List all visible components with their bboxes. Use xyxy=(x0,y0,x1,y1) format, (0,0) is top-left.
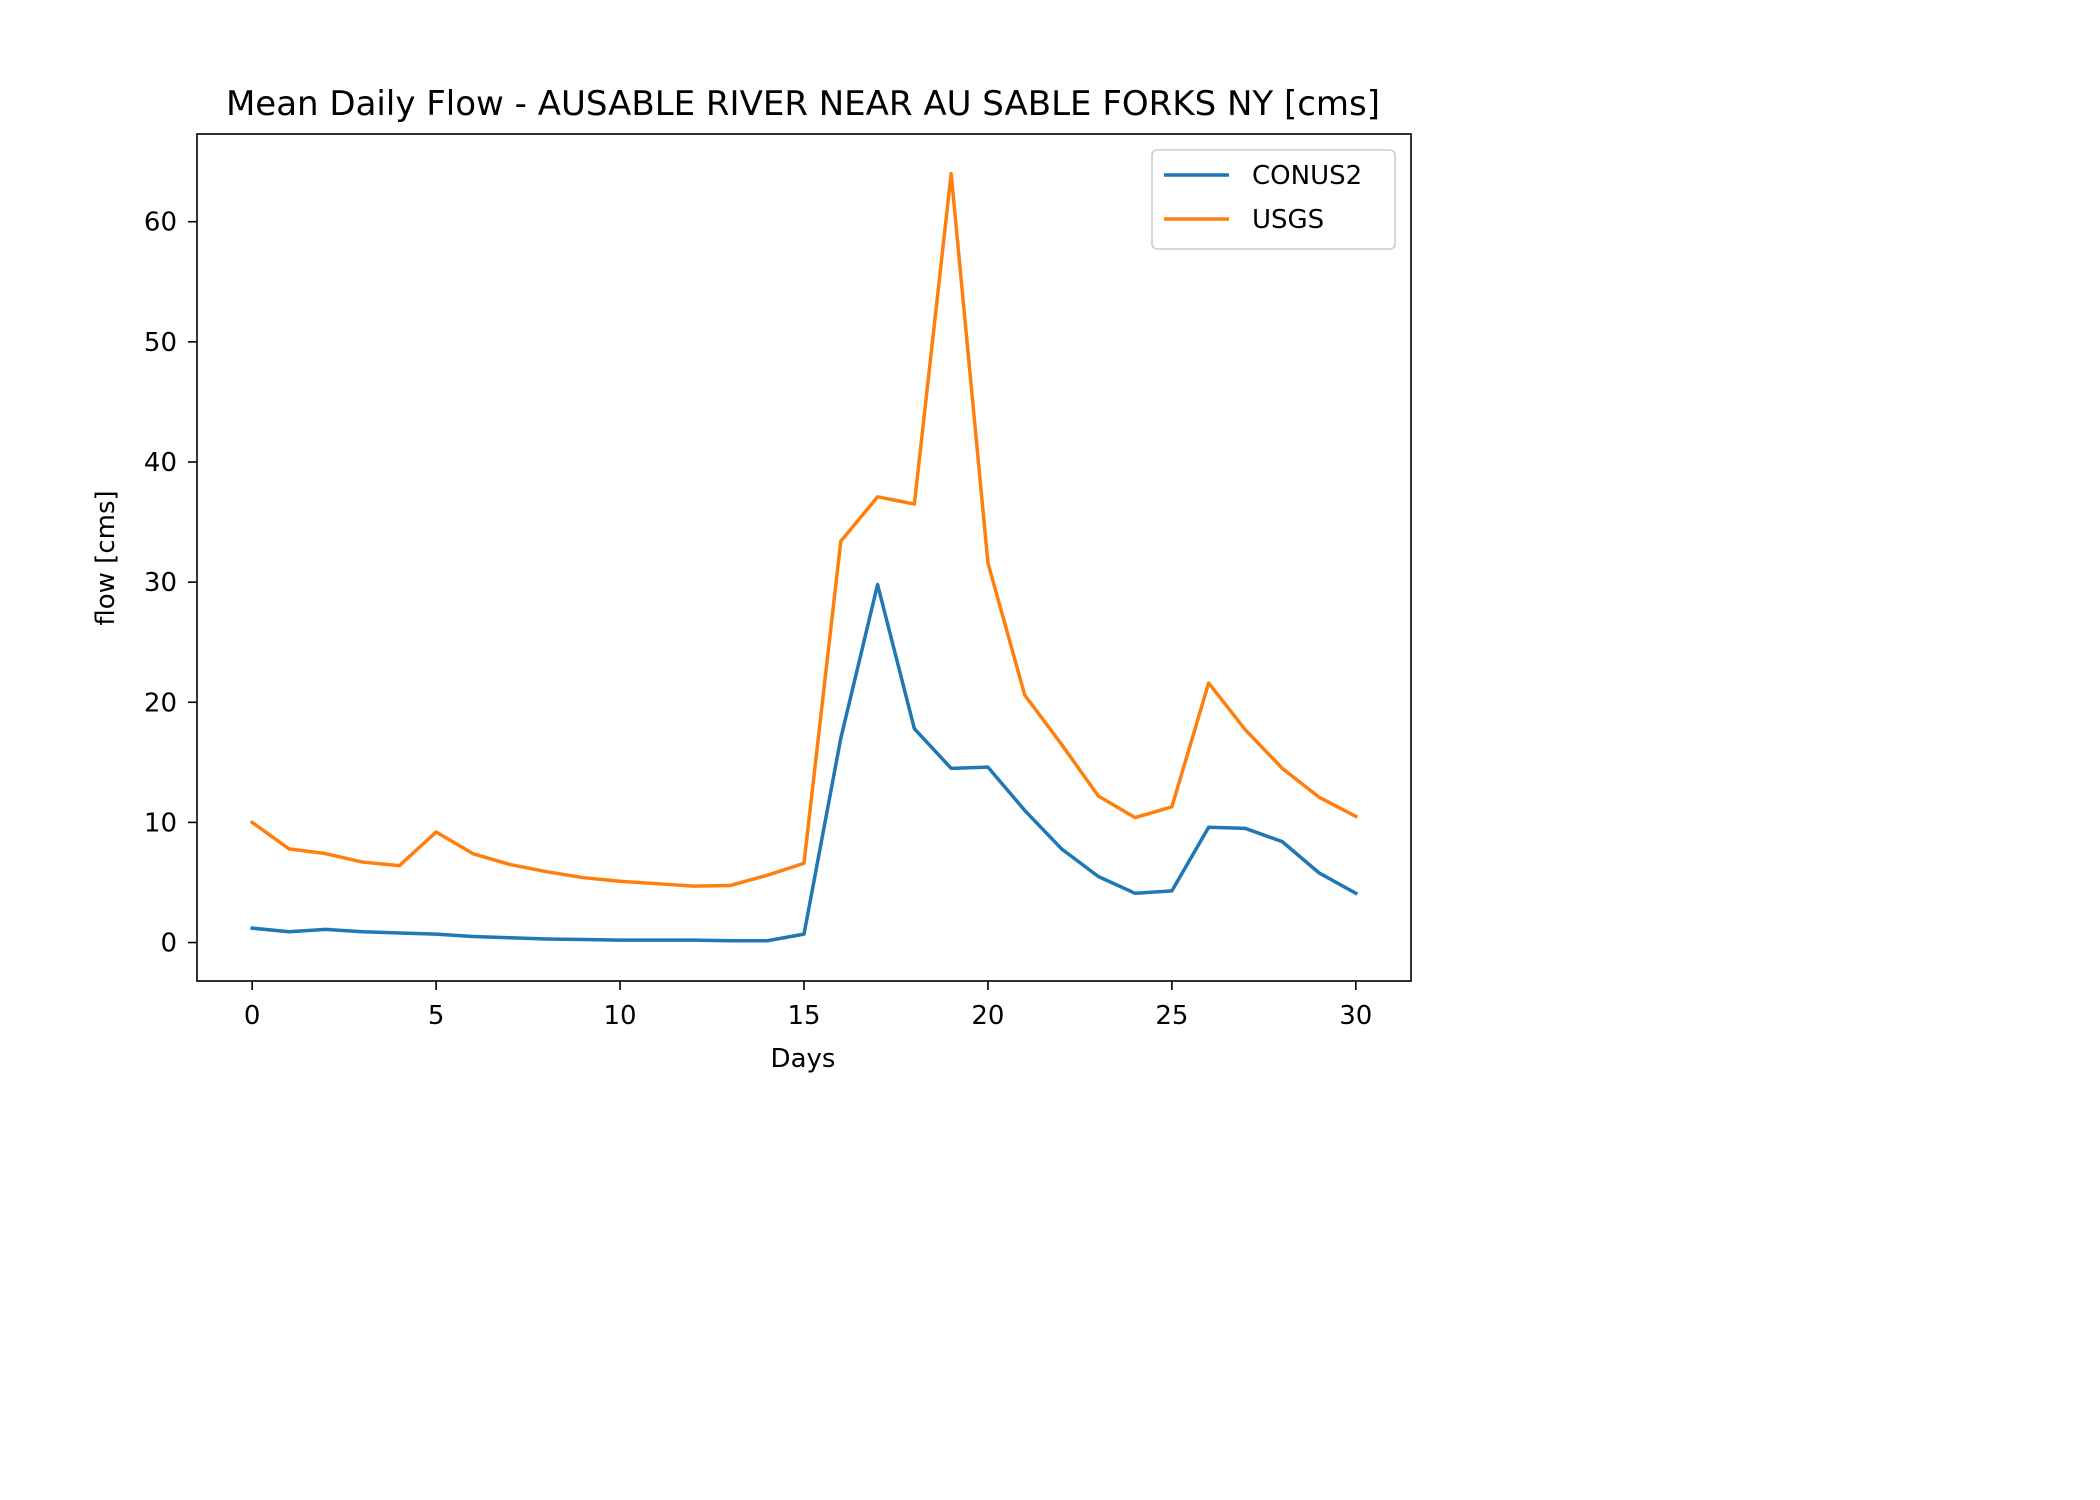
data-point-conus2-7 xyxy=(508,936,512,940)
y-axis-label: flow [cms] xyxy=(91,490,121,625)
data-point-usgs-1 xyxy=(287,847,291,851)
data-point-conus2-1 xyxy=(287,930,291,934)
data-point-conus2-6 xyxy=(471,935,475,939)
data-point-usgs-29 xyxy=(1317,795,1321,799)
data-point-conus2-27 xyxy=(1243,826,1247,830)
data-point-conus2-21 xyxy=(1023,808,1027,812)
data-point-conus2-11 xyxy=(655,938,659,942)
data-point-usgs-15 xyxy=(802,861,806,865)
x-tick-label-0: 0 xyxy=(244,1001,261,1031)
data-point-conus2-15 xyxy=(802,932,806,936)
data-point-conus2-29 xyxy=(1317,871,1321,875)
data-point-usgs-18 xyxy=(912,502,916,506)
y-tick-label-30: 30 xyxy=(144,568,177,598)
x-tick-label-15: 15 xyxy=(787,1001,820,1031)
data-point-usgs-4 xyxy=(397,864,401,868)
legend: CONUS2 USGS xyxy=(1151,149,1396,250)
data-point-conus2-3 xyxy=(361,930,365,934)
data-point-usgs-0 xyxy=(250,820,254,824)
data-point-conus2-8 xyxy=(544,937,548,941)
data-point-usgs-20 xyxy=(986,561,990,565)
x-tick-label-25: 25 xyxy=(1155,1001,1188,1031)
y-tick-label-0: 0 xyxy=(160,929,177,959)
data-point-conus2-12 xyxy=(692,938,696,942)
data-point-conus2-0 xyxy=(250,926,254,930)
data-point-conus2-23 xyxy=(1096,874,1100,878)
series-line-usgs xyxy=(249,171,1359,888)
series-line-conus2 xyxy=(250,582,1359,943)
x-tick-label-10: 10 xyxy=(604,1001,637,1031)
data-point-conus2-26 xyxy=(1207,825,1211,829)
data-point-usgs-16 xyxy=(839,539,843,543)
data-point-usgs-5 xyxy=(434,830,438,834)
chart-container: Mean Daily Flow - AUSABLE RIVER NEAR AU … xyxy=(91,84,1412,1074)
data-point-usgs-24 xyxy=(1133,816,1137,820)
y-tick-label-20: 20 xyxy=(144,688,177,718)
data-point-conus2-20 xyxy=(986,765,990,769)
data-point-conus2-9 xyxy=(581,938,585,942)
y-tick-label-50: 50 xyxy=(144,328,177,358)
data-point-usgs-10 xyxy=(618,879,622,883)
data-point-usgs-2 xyxy=(324,852,328,856)
data-point-usgs-26 xyxy=(1207,681,1211,685)
data-point-usgs-14 xyxy=(765,873,769,877)
x-axis-label: Days xyxy=(771,1044,836,1074)
data-point-usgs-3 xyxy=(361,860,365,864)
data-point-conus2-18 xyxy=(912,727,916,731)
x-tick-label-20: 20 xyxy=(971,1001,1004,1031)
data-point-usgs-25 xyxy=(1170,805,1174,809)
legend-label-conus2: CONUS2 xyxy=(1252,161,1362,191)
data-point-usgs-11 xyxy=(655,882,659,886)
data-point-conus2-17 xyxy=(876,583,880,587)
legend-label-usgs: USGS xyxy=(1252,205,1324,235)
data-point-usgs-23 xyxy=(1096,794,1100,798)
data-point-conus2-2 xyxy=(324,927,328,931)
data-point-conus2-19 xyxy=(949,766,953,770)
data-point-usgs-21 xyxy=(1023,693,1027,697)
data-point-conus2-22 xyxy=(1060,847,1064,851)
data-point-conus2-13 xyxy=(728,939,732,943)
data-point-usgs-19 xyxy=(949,172,953,176)
data-point-conus2-28 xyxy=(1280,840,1284,844)
data-point-usgs-27 xyxy=(1243,728,1247,732)
data-point-conus2-30 xyxy=(1354,891,1358,895)
data-point-usgs-9 xyxy=(581,876,585,880)
data-point-conus2-16 xyxy=(839,736,843,740)
data-point-usgs-8 xyxy=(544,870,548,874)
data-point-usgs-6 xyxy=(471,852,475,856)
data-point-usgs-7 xyxy=(508,862,512,866)
x-tick-label-5: 5 xyxy=(428,1001,445,1031)
data-point-conus2-10 xyxy=(618,938,622,942)
line-chart: Mean Daily Flow - AUSABLE RIVER NEAR AU … xyxy=(91,84,1412,1074)
data-point-conus2-4 xyxy=(397,931,401,935)
data-point-usgs-12 xyxy=(692,884,696,888)
y-tick-label-10: 10 xyxy=(144,808,177,838)
data-point-usgs-28 xyxy=(1280,766,1284,770)
data-point-usgs-22 xyxy=(1060,742,1064,746)
data-point-conus2-14 xyxy=(765,939,769,943)
data-point-conus2-5 xyxy=(434,932,438,936)
data-point-usgs-13 xyxy=(728,883,732,887)
data-point-usgs-30 xyxy=(1354,814,1358,818)
data-point-conus2-24 xyxy=(1133,891,1137,895)
x-tick-label-30: 30 xyxy=(1339,1001,1372,1031)
y-tick-label-60: 60 xyxy=(144,208,177,238)
plot-area: 0 5 10 15 20 25 30 0 10 20 30 40 50 60 xyxy=(144,133,1412,1031)
data-point-usgs-17 xyxy=(876,495,880,499)
data-point-conus2-25 xyxy=(1170,889,1174,893)
y-tick-label-40: 40 xyxy=(144,448,177,478)
chart-title: Mean Daily Flow - AUSABLE RIVER NEAR AU … xyxy=(226,84,1380,124)
